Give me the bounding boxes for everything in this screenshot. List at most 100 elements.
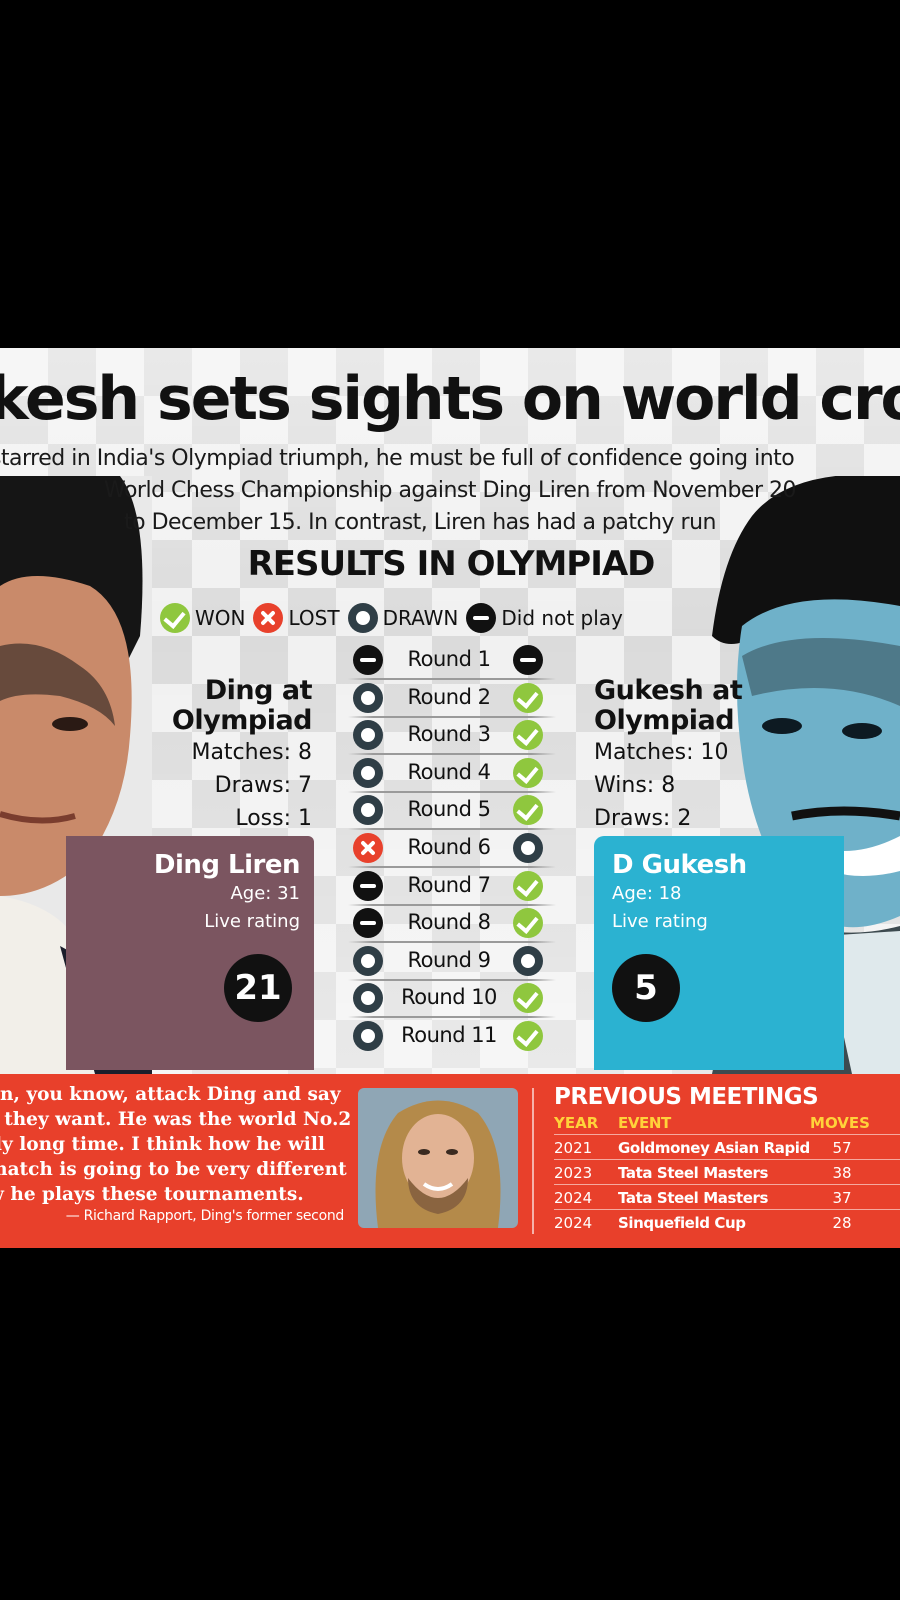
header-event: EVENT: [618, 1114, 671, 1132]
quote-line: match is going to be very different: [0, 1159, 347, 1180]
stat-draws: Draws: 7: [214, 773, 312, 798]
round-row: Round 2: [348, 680, 556, 718]
previous-meetings-title: PREVIOUS MEETINGS: [554, 1084, 819, 1110]
round-label: Round 4: [407, 759, 491, 784]
ring-icon: [347, 603, 378, 633]
table-row: 2021 Goldmoney Asian Rapid 57: [554, 1134, 900, 1159]
table-header: YEAR EVENT MOVES: [554, 1112, 900, 1134]
header-moves: MOVES: [810, 1114, 870, 1132]
quote-line: lly long time. I think how he will: [0, 1134, 325, 1155]
stat-draws: Draws: 2: [594, 806, 692, 831]
round-label: Round 5: [407, 797, 491, 822]
row-divider: [348, 903, 556, 906]
player-age: Age: 31: [230, 883, 300, 904]
ding-minus-icon: [353, 645, 383, 675]
cell-event: Goldmoney Asian Rapid: [618, 1139, 810, 1157]
player-name: D Gukesh: [612, 850, 747, 880]
quote-line: w he plays these tournaments.: [0, 1184, 304, 1205]
round-label: Round 7: [407, 872, 491, 897]
round-label: Round 6: [407, 834, 491, 859]
cell-moves: 57: [832, 1139, 852, 1157]
gukesh-ring-icon: [513, 832, 543, 863]
row-divider: [348, 941, 556, 944]
stat-wins: Wins: 8: [594, 773, 676, 798]
legend-drawn: DRAWN: [347, 603, 458, 633]
gukesh-check-icon: [513, 908, 543, 939]
live-rating-label: Live rating: [612, 911, 708, 932]
minus-icon: [466, 603, 497, 633]
results-title: RESULTS IN OLYMPIAD: [247, 544, 656, 584]
ding-ring-icon: [353, 945, 383, 976]
ding-minus-icon: [353, 870, 383, 901]
ding-liren-photo: [0, 476, 152, 1074]
ding-ring-icon: [353, 682, 383, 713]
legend-won: WON: [160, 603, 245, 633]
quote-line: an, you know, attack Ding and say: [0, 1084, 341, 1105]
ding-ring-icon: [353, 757, 383, 788]
round-label: Round 9: [407, 947, 491, 972]
cell-event: Tata Steel Masters: [618, 1164, 769, 1182]
row-divider: [348, 715, 556, 718]
stats-heading: Olympiad: [171, 705, 313, 736]
gukesh-check-icon: [513, 1020, 543, 1051]
header-year: YEAR: [554, 1114, 599, 1132]
gukesh-check-icon: [513, 795, 543, 826]
live-rating-badge: 21: [224, 954, 292, 1022]
row-divider: [348, 978, 556, 981]
round-label: Round 11: [401, 1022, 497, 1047]
stat-matches: Matches: 10: [594, 740, 729, 765]
ding-olympiad-stats: Ding at Olympiad Matches: 8 Draws: 7 Los…: [150, 675, 313, 835]
headline: ukesh sets sights on world crow: [0, 364, 900, 434]
legend-lost: LOST: [253, 603, 340, 633]
legend-label: WON: [195, 606, 246, 630]
stats-heading: Gukesh at: [594, 675, 743, 706]
cell-moves: 28: [832, 1214, 852, 1232]
player-age: Age: 18: [612, 883, 682, 904]
quote-and-meetings-band: an, you know, attack Ding and say r they…: [0, 1074, 900, 1248]
cell-year: 2024: [554, 1214, 593, 1232]
live-rating-badge: 5: [612, 954, 680, 1022]
row-divider: [348, 678, 556, 680]
legend-label: LOST: [288, 606, 340, 630]
cell-event: Sinquefield Cup: [618, 1214, 746, 1232]
cell-moves: 37: [832, 1189, 852, 1207]
ding-ring-icon: [353, 983, 383, 1014]
player-name: Ding Liren: [153, 850, 301, 880]
cell-year: 2021: [554, 1139, 593, 1157]
gukesh-ring-icon: [513, 945, 543, 976]
ding-ring-icon: [353, 795, 383, 826]
round-label: Round 10: [401, 985, 497, 1010]
round-row: Round 7: [348, 868, 556, 906]
gukesh-check-icon: [513, 682, 543, 713]
round-row: Round 6: [348, 830, 556, 868]
cell-year: 2023: [554, 1164, 593, 1182]
round-label: Round 3: [407, 722, 491, 747]
cross-icon: [253, 603, 284, 633]
quote-attribution: — Richard Rapport, Ding's former second: [65, 1208, 345, 1224]
table-row: 2023 Tata Steel Masters 38: [554, 1159, 900, 1184]
ding-ring-icon: [353, 720, 383, 751]
check-icon: [160, 603, 190, 633]
band-divider: [532, 1088, 534, 1234]
round-row: Round 4: [348, 755, 556, 793]
richard-rapport-photo: [358, 1088, 518, 1228]
stat-matches: Matches: 8: [191, 740, 312, 765]
ding-ring-icon: [353, 1020, 383, 1051]
cell-event: Tata Steel Masters: [618, 1189, 769, 1207]
ding-cross-icon: [353, 832, 383, 863]
legend-label: Did not play: [501, 606, 623, 630]
ding-minus-icon: [353, 908, 383, 939]
row-divider: [348, 828, 556, 831]
deck-line-1: g starred in India's Olympiad triumph, h…: [0, 446, 795, 471]
round-label: Round 8: [407, 910, 491, 935]
stats-heading: Ding at: [204, 675, 313, 706]
table-row: 2024 Sinquefield Cup 28: [554, 1209, 900, 1234]
cell-moves: 38: [832, 1164, 852, 1182]
gukesh-minus-icon: [513, 645, 543, 675]
gukesh-check-icon: [513, 870, 543, 901]
round-row: Round 10: [348, 980, 556, 1019]
round-row: Round 8: [348, 905, 556, 944]
round-row: Round 11: [348, 1018, 556, 1056]
infographic: ukesh sets sights on world crow g starre…: [0, 348, 900, 1248]
table-row: 2024 Tata Steel Masters 37: [554, 1184, 900, 1209]
